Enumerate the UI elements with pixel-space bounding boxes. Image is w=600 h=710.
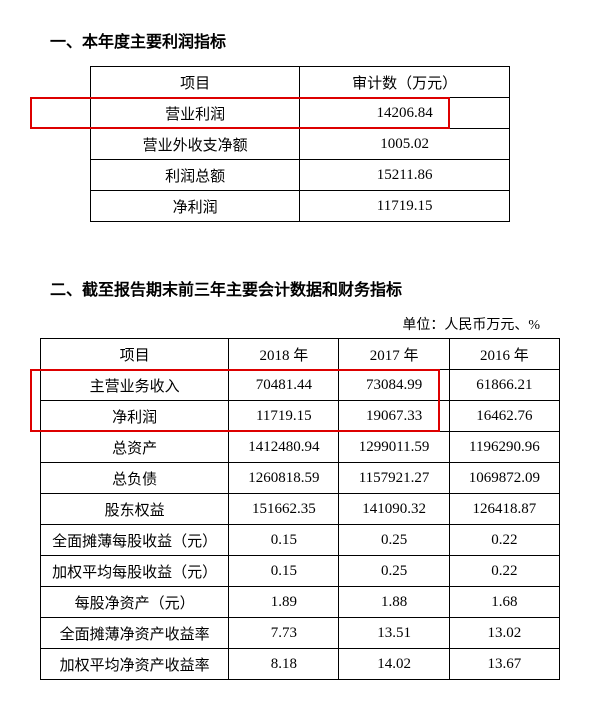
table-row: 净利润 11719.15 <box>91 191 510 222</box>
cell: 11719.15 <box>229 401 339 432</box>
col-header: 项目 <box>41 339 229 370</box>
table-row: 总资产 1412480.94 1299011.59 1196290.96 <box>41 432 560 463</box>
cell: 1260818.59 <box>229 463 339 494</box>
cell: 1412480.94 <box>229 432 339 463</box>
table-row: 净利润 11719.15 19067.33 16462.76 <box>41 401 560 432</box>
cell: 15211.86 <box>300 160 510 191</box>
col-header: 2016 年 <box>449 339 559 370</box>
cell: 1.89 <box>229 587 339 618</box>
table-row: 营业外收支净额 1005.02 <box>91 129 510 160</box>
cell: 13.51 <box>339 618 449 649</box>
table-row: 加权平均每股收益（元） 0.15 0.25 0.22 <box>41 556 560 587</box>
table-row: 全面摊薄净资产收益率 7.73 13.51 13.02 <box>41 618 560 649</box>
cell: 全面摊薄净资产收益率 <box>41 618 229 649</box>
table-row: 股东权益 151662.35 141090.32 126418.87 <box>41 494 560 525</box>
cell: 0.15 <box>229 556 339 587</box>
cell: 总负债 <box>41 463 229 494</box>
cell: 全面摊薄每股收益（元） <box>41 525 229 556</box>
cell: 加权平均每股收益（元） <box>41 556 229 587</box>
section1-heading: 一、本年度主要利润指标 <box>50 28 570 52</box>
cell: 1.68 <box>449 587 559 618</box>
section2-table: 项目 2018 年 2017 年 2016 年 主营业务收入 70481.44 … <box>40 338 560 680</box>
cell: 61866.21 <box>449 370 559 401</box>
table-row: 加权平均净资产收益率 8.18 14.02 13.67 <box>41 649 560 680</box>
cell: 1.88 <box>339 587 449 618</box>
cell: 0.22 <box>449 556 559 587</box>
section2-heading: 二、截至报告期末前三年主要会计数据和财务指标 <box>50 276 570 300</box>
section1-table-wrap: 项目 审计数（万元） 营业利润 14206.84 营业外收支净额 1005.02… <box>30 66 570 232</box>
section1-table: 项目 审计数（万元） 营业利润 14206.84 营业外收支净额 1005.02… <box>90 66 510 222</box>
cell: 14206.84 <box>300 98 510 129</box>
col-header: 审计数（万元） <box>300 67 510 98</box>
table-row: 每股净资产（元） 1.89 1.88 1.68 <box>41 587 560 618</box>
cell: 151662.35 <box>229 494 339 525</box>
cell: 1069872.09 <box>449 463 559 494</box>
cell: 73084.99 <box>339 370 449 401</box>
cell: 股东权益 <box>41 494 229 525</box>
col-header: 2018 年 <box>229 339 339 370</box>
table-row: 总负债 1260818.59 1157921.27 1069872.09 <box>41 463 560 494</box>
cell: 1196290.96 <box>449 432 559 463</box>
cell: 0.15 <box>229 525 339 556</box>
cell: 16462.76 <box>449 401 559 432</box>
table-row: 利润总额 15211.86 <box>91 160 510 191</box>
table-header-row: 项目 审计数（万元） <box>91 67 510 98</box>
cell: 利润总额 <box>91 160 300 191</box>
cell: 14.02 <box>339 649 449 680</box>
cell: 0.25 <box>339 525 449 556</box>
section2-table-wrap: 项目 2018 年 2017 年 2016 年 主营业务收入 70481.44 … <box>30 338 570 690</box>
cell: 7.73 <box>229 618 339 649</box>
cell: 净利润 <box>91 191 300 222</box>
col-header: 项目 <box>91 67 300 98</box>
table-row: 营业利润 14206.84 <box>91 98 510 129</box>
table-header-row: 项目 2018 年 2017 年 2016 年 <box>41 339 560 370</box>
cell: 1005.02 <box>300 129 510 160</box>
cell: 营业外收支净额 <box>91 129 300 160</box>
cell: 11719.15 <box>300 191 510 222</box>
cell: 加权平均净资产收益率 <box>41 649 229 680</box>
table-row: 主营业务收入 70481.44 73084.99 61866.21 <box>41 370 560 401</box>
cell: 总资产 <box>41 432 229 463</box>
cell: 0.25 <box>339 556 449 587</box>
cell: 0.22 <box>449 525 559 556</box>
section2-unit-label: 单位：人民币万元、% <box>30 314 540 334</box>
cell: 19067.33 <box>339 401 449 432</box>
cell: 141090.32 <box>339 494 449 525</box>
cell: 1299011.59 <box>339 432 449 463</box>
cell: 1157921.27 <box>339 463 449 494</box>
cell: 主营业务收入 <box>41 370 229 401</box>
cell: 70481.44 <box>229 370 339 401</box>
cell: 营业利润 <box>91 98 300 129</box>
cell: 13.67 <box>449 649 559 680</box>
cell: 每股净资产（元） <box>41 587 229 618</box>
table-row: 全面摊薄每股收益（元） 0.15 0.25 0.22 <box>41 525 560 556</box>
cell: 13.02 <box>449 618 559 649</box>
cell: 8.18 <box>229 649 339 680</box>
col-header: 2017 年 <box>339 339 449 370</box>
cell: 126418.87 <box>449 494 559 525</box>
cell: 净利润 <box>41 401 229 432</box>
